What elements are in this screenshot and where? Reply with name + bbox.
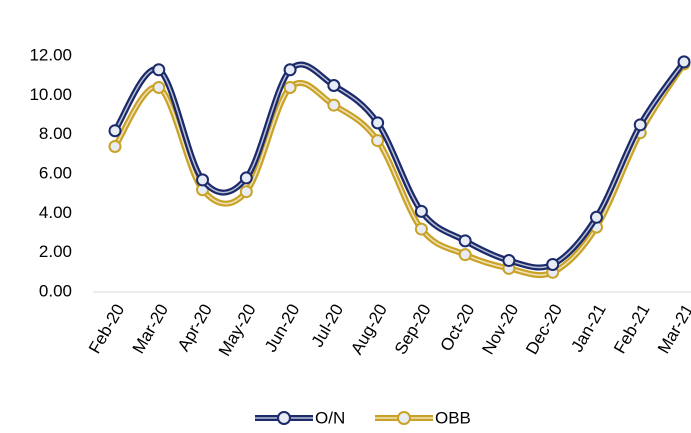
point-marker — [458, 248, 472, 262]
x-tick-label: Jan-21 — [567, 301, 609, 356]
legend-item: O/N — [255, 408, 345, 427]
x-tick-label: Nov-20 — [478, 301, 522, 358]
legend-label: O/N — [315, 408, 345, 427]
point-marker — [327, 98, 341, 112]
point-marker — [677, 55, 691, 69]
point-marker — [152, 63, 166, 77]
point-marker — [196, 173, 210, 187]
legend-item: OBB — [375, 408, 471, 427]
point-marker — [327, 79, 341, 92]
point-marker — [371, 134, 385, 148]
point-marker — [152, 80, 166, 94]
point-marker — [633, 118, 647, 132]
point-marker — [283, 80, 297, 94]
point-marker — [546, 257, 560, 271]
point-marker — [414, 204, 428, 218]
point-marker — [414, 222, 428, 236]
x-tick-label: Jun-20 — [261, 301, 303, 356]
x-tick-label: Mar-20 — [129, 301, 172, 357]
x-tick-label: Aug-20 — [347, 301, 391, 358]
y-tick-label: 8.00 — [39, 124, 72, 143]
point-marker — [458, 234, 472, 248]
x-tick-label: Oct-20 — [437, 301, 479, 355]
y-tick-label: 12.00 — [29, 45, 72, 64]
x-tick-label: Feb-20 — [85, 301, 128, 357]
legend-label: OBB — [435, 408, 471, 427]
y-tick-label: 6.00 — [39, 163, 72, 182]
x-tick-label: May-20 — [215, 301, 260, 360]
x-tick-label: Jul-20 — [308, 301, 348, 351]
point-marker — [108, 124, 122, 138]
y-tick-label: 4.00 — [39, 203, 72, 222]
series-line — [112, 60, 687, 271]
x-tick-label: Dec-20 — [522, 301, 566, 358]
legend-marker — [277, 411, 291, 425]
point-marker — [108, 139, 122, 153]
y-tick-label: 2.00 — [39, 242, 72, 261]
point-marker — [283, 63, 297, 77]
point-marker — [371, 116, 385, 130]
point-marker — [589, 210, 603, 224]
point-marker — [239, 171, 253, 185]
y-tick-label: 10.00 — [29, 85, 72, 104]
x-tick-label: Mar-21 — [654, 301, 691, 357]
y-tick-label: 0.00 — [39, 281, 72, 300]
point-marker — [239, 185, 253, 199]
point-marker — [502, 254, 516, 268]
x-tick-label: Apr-20 — [174, 301, 216, 355]
x-tick-label: Sep-20 — [391, 301, 435, 358]
x-tick-label: Feb-21 — [610, 301, 653, 357]
legend-marker — [397, 411, 411, 425]
